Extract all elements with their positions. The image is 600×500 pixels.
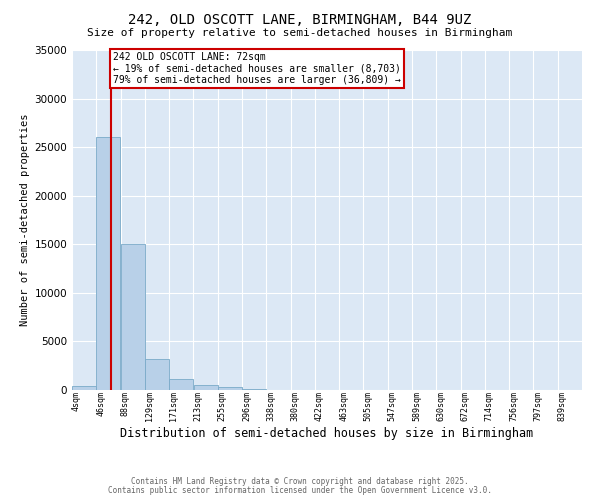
Bar [169, 380, 193, 390]
Text: Contains public sector information licensed under the Open Government Licence v3: Contains public sector information licen… [108, 486, 492, 495]
Bar [121, 244, 145, 390]
Bar [145, 359, 169, 390]
Text: 242 OLD OSCOTT LANE: 72sqm
← 19% of semi-detached houses are smaller (8,703)
79%: 242 OLD OSCOTT LANE: 72sqm ← 19% of semi… [113, 52, 401, 85]
Text: Size of property relative to semi-detached houses in Birmingham: Size of property relative to semi-detach… [88, 28, 512, 38]
Bar [218, 388, 242, 390]
Text: 242, OLD OSCOTT LANE, BIRMINGHAM, B44 9UZ: 242, OLD OSCOTT LANE, BIRMINGHAM, B44 9U… [128, 12, 472, 26]
Bar [97, 138, 121, 390]
Bar [72, 386, 96, 390]
Bar [194, 385, 218, 390]
Text: Contains HM Land Registry data © Crown copyright and database right 2025.: Contains HM Land Registry data © Crown c… [131, 477, 469, 486]
Bar [242, 389, 266, 390]
Y-axis label: Number of semi-detached properties: Number of semi-detached properties [20, 114, 30, 326]
X-axis label: Distribution of semi-detached houses by size in Birmingham: Distribution of semi-detached houses by … [121, 427, 533, 440]
